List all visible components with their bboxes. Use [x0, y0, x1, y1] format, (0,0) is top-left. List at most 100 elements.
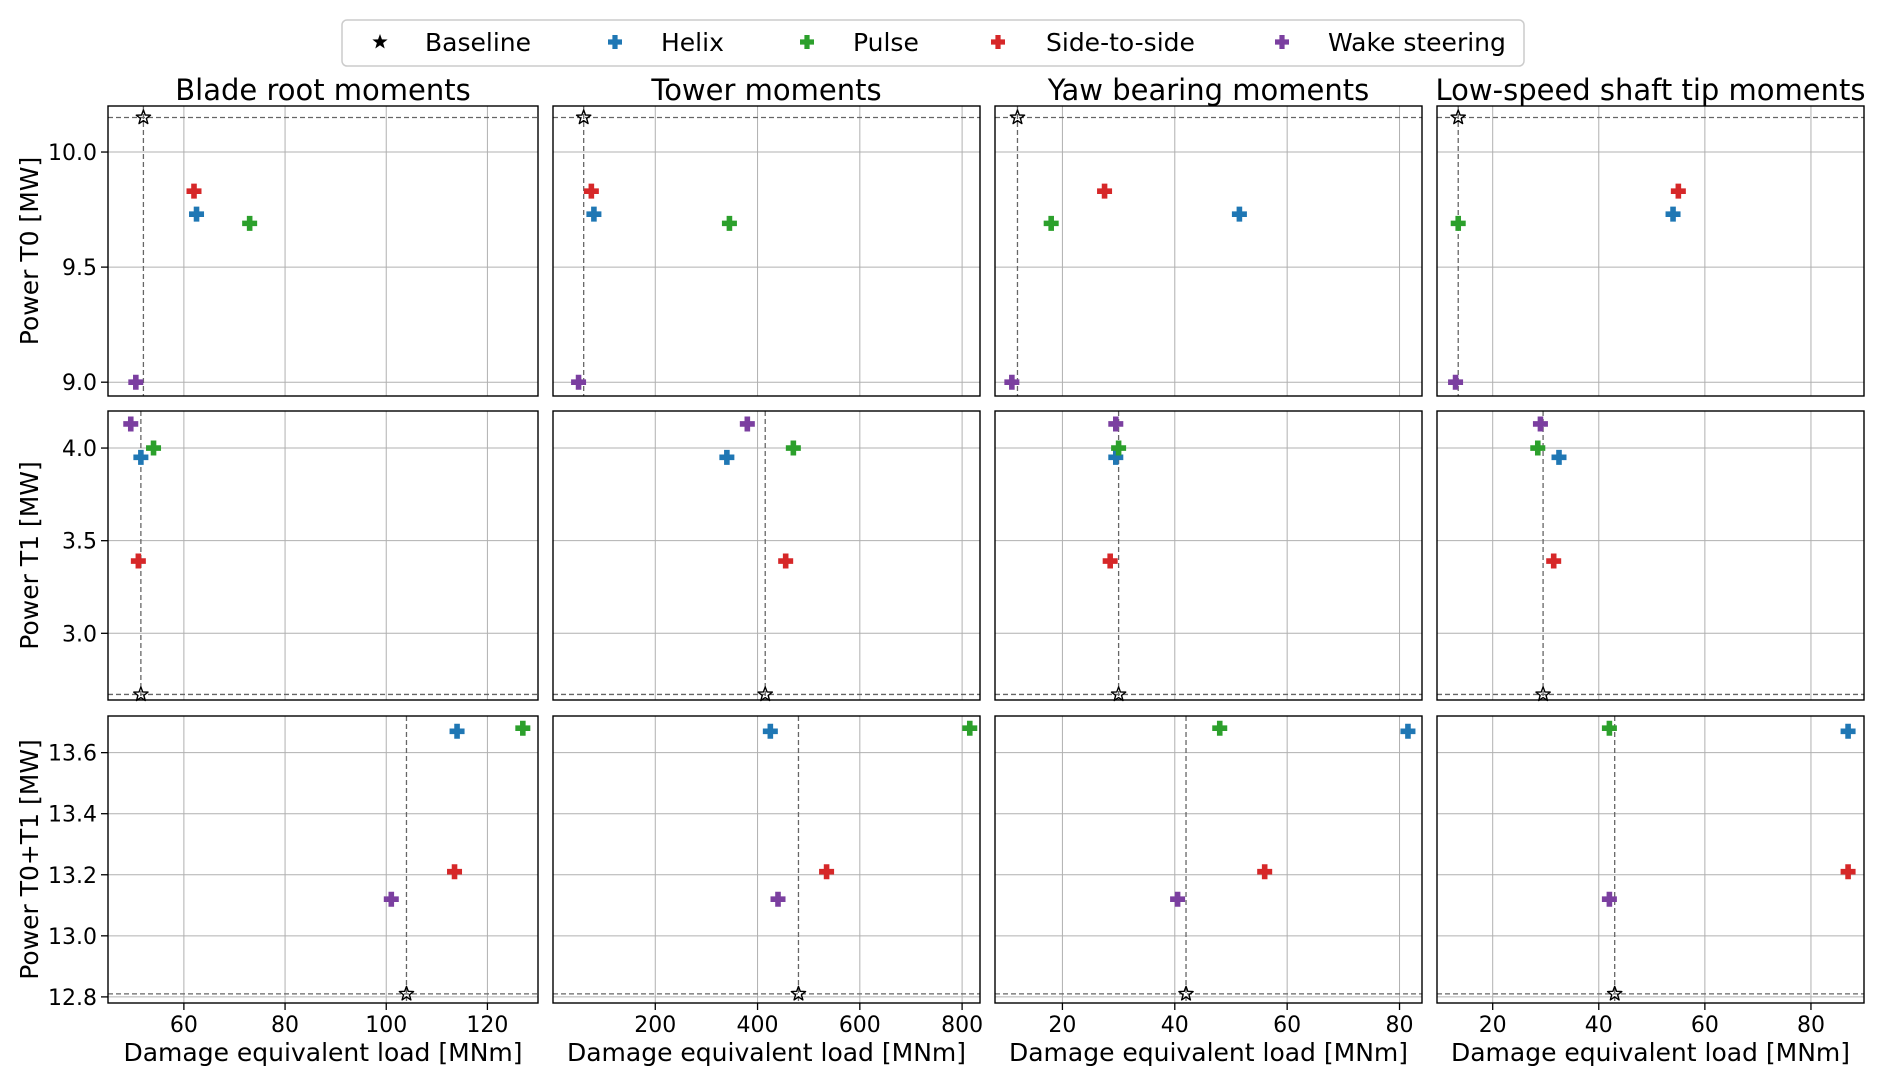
axes-frame	[552, 715, 981, 1004]
point-pulse	[1450, 215, 1466, 231]
point-baseline	[1535, 686, 1551, 702]
point-helix	[1551, 449, 1567, 465]
point-baseline	[790, 985, 807, 1001]
point-baseline	[133, 686, 149, 702]
axes-frame	[1436, 715, 1865, 1004]
point-wake-steering	[1532, 416, 1548, 432]
panel-r2-c3: 20 40 60 80	[1436, 715, 1865, 1038]
y-tick-label: 9.0	[62, 371, 97, 396]
point-baseline	[135, 109, 152, 125]
point-side-to-side	[1546, 553, 1562, 569]
legend-marker-side-to-side	[991, 35, 1005, 49]
legend: Baseline Helix Pulse Side-to-side Wake steer…	[341, 19, 1525, 67]
point-pulse	[146, 440, 162, 456]
x-tick-label: 60	[170, 1013, 198, 1038]
x-tick-label: 200	[634, 1013, 676, 1038]
point-helix	[449, 723, 465, 739]
y-tick-label: 13.4	[48, 803, 97, 828]
x-tick-label: 40	[1585, 1013, 1613, 1038]
point-side-to-side	[1670, 183, 1686, 199]
point-baseline	[575, 109, 592, 125]
x-axis-label-3: Damage equivalent load [MNm]	[1451, 1038, 1850, 1067]
axes-frame	[1436, 410, 1865, 701]
x-tick-label: 80	[271, 1013, 299, 1038]
point-pulse	[1601, 720, 1617, 736]
point-wake-steering	[123, 416, 139, 432]
x-tick-label: 60	[1691, 1013, 1719, 1038]
x-tick-label: 40	[1161, 1013, 1189, 1038]
point-pulse	[962, 720, 978, 736]
panel-r0-c0: 9.0 9.5 10.0	[48, 105, 539, 397]
y-axis-label-2: Power T0+T1 [MW]	[15, 739, 44, 980]
y-axis-label-1: Power T1 [MW]	[15, 461, 44, 649]
legend-marker-baseline	[372, 34, 388, 49]
legend-marker-wake-steering	[1275, 35, 1289, 49]
point-side-to-side	[130, 553, 146, 569]
column-title-2: Yaw bearing moments	[1047, 73, 1369, 107]
axes-frame	[107, 715, 539, 1004]
point-helix	[1400, 723, 1416, 739]
point-side-to-side	[1097, 183, 1113, 199]
x-tick-label: 800	[941, 1013, 983, 1038]
point-baseline	[398, 985, 415, 1001]
axes-frame	[552, 105, 981, 397]
x-tick-label: 20	[1479, 1013, 1507, 1038]
point-wake-steering	[1448, 374, 1464, 390]
point-helix	[1840, 723, 1856, 739]
point-pulse	[785, 440, 801, 456]
column-title-0: Blade root moments	[175, 73, 471, 107]
y-tick-label: 13.6	[48, 742, 97, 767]
y-tick-label: 12.8	[48, 986, 97, 1011]
x-tick-label: 100	[365, 1013, 407, 1038]
point-wake-steering	[1170, 891, 1186, 907]
point-baseline	[1450, 109, 1467, 125]
legend-label-pulse: Pulse	[853, 28, 919, 57]
point-baseline	[1110, 686, 1127, 702]
point-helix	[1231, 206, 1247, 222]
point-pulse	[1212, 720, 1228, 736]
point-pulse	[1111, 440, 1127, 456]
point-helix	[189, 206, 205, 222]
legend-label-side-to-side: Side-to-side	[1046, 28, 1195, 57]
axes-frame	[107, 410, 539, 701]
point-pulse	[515, 720, 531, 736]
point-side-to-side	[186, 183, 202, 199]
point-wake-steering	[383, 891, 399, 907]
point-baseline	[757, 686, 774, 702]
point-baseline	[1606, 985, 1623, 1001]
x-tick-label: 600	[839, 1013, 881, 1038]
x-tick-label: 60	[1273, 1013, 1301, 1038]
point-side-to-side	[1840, 864, 1856, 880]
axes-frame	[994, 715, 1423, 1004]
panel-r1-c0: 3.0 3.5 4.0	[62, 410, 539, 702]
axes-frame	[107, 105, 539, 397]
panel-r0-c2	[994, 105, 1423, 397]
x-axis-label-2: Damage equivalent load [MNm]	[1009, 1038, 1408, 1067]
point-baseline	[1009, 109, 1026, 125]
x-tick-label: 20	[1048, 1013, 1076, 1038]
panels: Blade root moments Damage equivalent load…	[15, 73, 1865, 1067]
point-pulse	[1530, 440, 1546, 456]
point-wake-steering	[770, 891, 786, 907]
y-tick-label: 4.0	[62, 437, 97, 462]
point-helix	[586, 206, 602, 222]
y-tick-label: 3.0	[62, 622, 97, 647]
point-side-to-side	[819, 864, 835, 880]
x-tick-label: 400	[737, 1013, 779, 1038]
panel-r2-c2: 20 40 60 80	[994, 715, 1423, 1038]
panel-r2-c0: 60 80 100 120 12.8 13.0 13.2 13.4 13.6	[48, 715, 539, 1038]
point-pulse	[1043, 215, 1059, 231]
legend-marker-pulse	[800, 35, 814, 49]
point-helix	[133, 449, 149, 465]
point-wake-steering	[1601, 891, 1617, 907]
point-helix	[1108, 449, 1124, 465]
x-tick-label: 80	[1797, 1013, 1825, 1038]
point-pulse	[242, 215, 258, 231]
point-baseline	[1178, 985, 1194, 1001]
axes-frame	[1436, 105, 1865, 397]
y-axis-label-0: Power T0 [MW]	[15, 157, 44, 345]
point-side-to-side	[583, 183, 599, 199]
point-side-to-side	[447, 864, 463, 880]
x-axis-label-0: Damage equivalent load [MNm]	[123, 1038, 522, 1067]
